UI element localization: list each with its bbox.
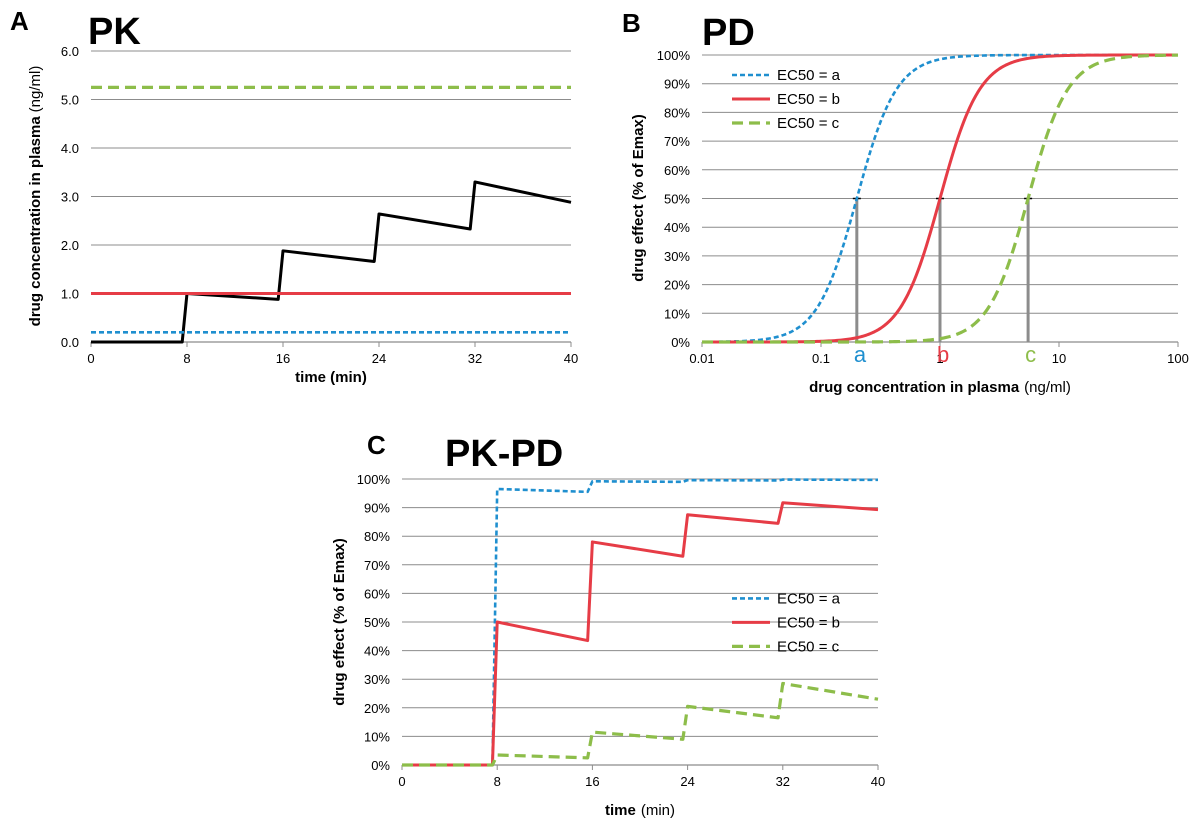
y-tick-label: 80%	[364, 529, 390, 544]
panel-c: C PK-PD 0% 10% 20% 30% 40% 50% 60% 70% 80% 90% 100% 0…	[331, 430, 885, 819]
y-tick-label: 90%	[364, 501, 390, 516]
legend-label: EC50 = b	[777, 614, 840, 631]
y-tick-label: 3.0	[61, 190, 79, 205]
x-axis-title-unit: (min)	[641, 802, 675, 819]
x-tick-label: 0	[87, 351, 94, 366]
y-tick-label: 50%	[664, 192, 690, 207]
ec50-marker-letter: c	[1025, 342, 1036, 367]
legend: EC50 = a EC50 = b EC50 = c	[732, 67, 841, 132]
ec50-marker-letter: a	[854, 342, 867, 367]
series-line	[702, 53, 1179, 344]
x-tick-label: 1	[936, 351, 943, 366]
y-axis-title-text: drug effect (% of Emax)	[331, 538, 348, 706]
x-tick-label: 8	[494, 774, 501, 789]
x-tick-label: 16	[276, 351, 290, 366]
y-axis-title-unit: (ng/ml)	[27, 66, 44, 113]
series-line	[402, 478, 879, 767]
y-tick-label: 20%	[364, 701, 390, 716]
x-tick-label: 10	[1052, 351, 1066, 366]
y-tick-label: 5.0	[61, 93, 79, 108]
x-axis-title: time (min)	[295, 369, 367, 386]
legend: EC50 = a EC50 = b EC50 = c	[732, 590, 841, 655]
legend-label: EC50 = a	[777, 67, 841, 84]
y-tick-label: 0.0	[61, 335, 79, 350]
panel-title: PD	[702, 12, 755, 54]
panel-letter: C	[367, 430, 386, 460]
series-line	[402, 501, 879, 767]
panel-title: PK	[88, 11, 141, 53]
x-tick-label: 32	[468, 351, 482, 366]
x-axis-title-main: time	[605, 802, 636, 819]
panel-letter: B	[622, 8, 641, 38]
y-tick-label: 70%	[364, 558, 390, 573]
panel-title: PK-PD	[445, 433, 563, 475]
x-tick-label: 0.01	[689, 351, 714, 366]
panel-letter: A	[10, 6, 29, 36]
y-axis-title-text: drug effect (% of Emax)	[630, 114, 647, 282]
y-tick-label: 1.0	[61, 287, 79, 302]
panel-a: A PK 0.0 1.0 2.0 3.0 4.0 5.0 6.0 0 8 16 24 32 40 time (…	[10, 6, 578, 386]
legend-label: EC50 = b	[777, 91, 840, 108]
x-tick-label: 0.1	[812, 351, 830, 366]
series-line	[402, 681, 879, 767]
x-axis-title-main: drug concentration in plasma	[809, 379, 1020, 396]
x-tick-label: 16	[585, 774, 599, 789]
y-tick-label: 10%	[364, 729, 390, 744]
y-tick-label: 6.0	[61, 44, 79, 59]
y-tick-label: 10%	[664, 306, 690, 321]
y-tick-label: 60%	[364, 586, 390, 601]
series-line	[702, 53, 1178, 344]
ec50-marker-letter: b	[937, 342, 949, 367]
y-tick-label: 0%	[371, 758, 390, 773]
y-tick-label: 30%	[664, 249, 690, 264]
x-tick-label: 100	[1167, 351, 1189, 366]
y-tick-label: 100%	[657, 48, 691, 63]
legend-label: EC50 = c	[777, 115, 840, 132]
y-tick-label: 60%	[664, 163, 690, 178]
y-tick-label: 50%	[364, 615, 390, 630]
y-tick-label: 40%	[664, 220, 690, 235]
x-axis-title-text: time (min)	[295, 369, 367, 386]
y-tick-label: 30%	[364, 672, 390, 687]
legend-label: EC50 = c	[777, 638, 840, 655]
y-tick-label: 80%	[664, 105, 690, 120]
x-tick-label: 40	[871, 774, 885, 789]
x-tick-label: 32	[776, 774, 790, 789]
y-axis-title: drug effect (% of Emax)	[630, 114, 647, 282]
y-axis-title: drug effect (% of Emax)	[331, 538, 348, 706]
y-tick-label: 70%	[664, 134, 690, 149]
x-tick-label: 24	[680, 774, 694, 789]
series-line	[91, 180, 572, 344]
y-tick-label: 20%	[664, 278, 690, 293]
y-tick-label: 90%	[664, 77, 690, 92]
y-tick-label: 40%	[364, 644, 390, 659]
y-axis-title-main: drug concentration in plasma	[27, 116, 44, 327]
panel-b: B PD 0% 10% 20% 30% 40% 50% 60% 70% 80% 90% 100% 0.01…	[622, 8, 1189, 396]
x-axis-title: time (min)	[605, 802, 675, 819]
y-tick-label: 2.0	[61, 238, 79, 253]
y-axis-title: drug concentration in plasma (ng/ml)	[27, 66, 44, 327]
x-tick-label: 0	[398, 774, 405, 789]
y-tick-label: 0%	[671, 335, 690, 350]
x-axis-title-unit: (ng/ml)	[1024, 379, 1071, 396]
x-tick-label: 24	[372, 351, 386, 366]
x-tick-label: 8	[183, 351, 190, 366]
x-axis-title: drug concentration in plasma (ng/ml)	[809, 379, 1071, 396]
y-tick-label: 100%	[357, 472, 391, 487]
x-tick-label: 40	[564, 351, 578, 366]
y-tick-label: 4.0	[61, 141, 79, 156]
legend-label: EC50 = a	[777, 590, 841, 607]
